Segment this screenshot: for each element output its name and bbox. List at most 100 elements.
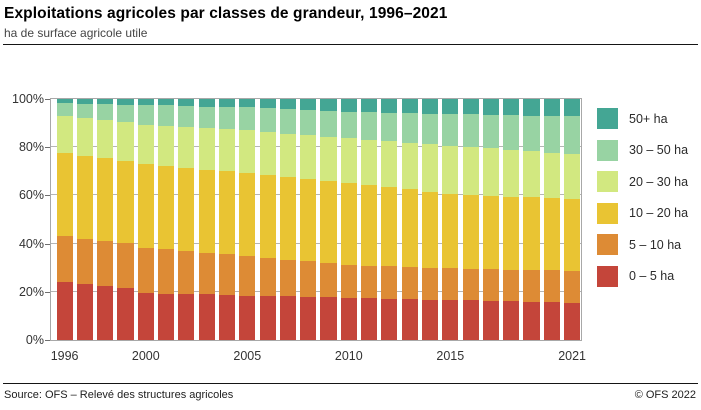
bar-segment: [543, 302, 560, 340]
x-tick-label-2015: 2015: [436, 349, 465, 363]
bar-segment: [198, 99, 215, 107]
bar-segment: [442, 300, 459, 340]
bar-segment: [361, 139, 378, 185]
y-tick-mark: [45, 147, 50, 149]
bar-segment: [97, 99, 114, 105]
bar-segment: [442, 268, 459, 300]
legend-label: 50+ ha: [629, 111, 668, 126]
bar-2009: [320, 99, 337, 340]
x-tick-label-2005: 2005: [233, 349, 262, 363]
bar-segment: [381, 298, 398, 340]
bar-segment: [259, 108, 276, 132]
bar-segment: [117, 288, 134, 340]
bar-segment: [239, 130, 256, 173]
bar-segment: [279, 99, 296, 109]
bar-segment: [259, 131, 276, 175]
legend-swatch: [597, 234, 618, 255]
legend-item: 10 – 20 ha: [597, 202, 688, 224]
bar-segment: [564, 99, 581, 117]
bar-segment: [543, 198, 560, 271]
legend-item: 50+ ha: [597, 108, 688, 129]
bar-segment: [462, 194, 479, 269]
legend-swatch: [597, 202, 618, 224]
bar-segment: [523, 197, 540, 270]
bar-segment: [401, 266, 418, 300]
bar-segment: [76, 238, 93, 285]
bar-segment: [523, 151, 540, 198]
legend-label: 0 – 5 ha: [629, 269, 675, 283]
bar-segment: [259, 257, 276, 297]
page-subtitle: ha de surface agricole utile: [4, 26, 148, 40]
bar-segment: [381, 112, 398, 142]
bar-2005: [239, 99, 256, 340]
bar-2021: [564, 99, 581, 340]
bar-segment: [198, 106, 215, 129]
bar-2012: [381, 99, 398, 340]
legend-swatch: [597, 108, 618, 129]
bar-segment: [56, 282, 73, 340]
bar-segment: [218, 129, 236, 172]
bar-segment: [218, 106, 236, 130]
bar-segment: [279, 133, 296, 177]
bar-2007: [279, 99, 296, 340]
y-tick-label: 60%: [18, 188, 44, 203]
legend-item: 20 – 30 ha: [597, 171, 688, 192]
bar-segment: [564, 116, 581, 154]
bar-segment: [401, 299, 418, 340]
bar-segment: [320, 99, 337, 111]
bar-segment: [97, 158, 114, 241]
bar-segment: [381, 266, 398, 299]
bar-segment: [198, 169, 215, 253]
bar-segment: [381, 141, 398, 187]
chart-legend: 50+ ha 30 – 50 ha 20 – 30 ha 10 – 20 ha 5 – …: [597, 108, 688, 297]
bar-segment: [117, 243, 134, 289]
bar-2002: [178, 99, 195, 340]
bar-segment: [543, 115, 560, 153]
bar-segment: [158, 99, 175, 106]
bar-segment: [137, 163, 154, 248]
bar-segment: [462, 99, 479, 115]
x-tick-label-1996: 1996: [50, 349, 79, 363]
bar-segment: [76, 103, 93, 119]
bar-segment: [76, 99, 93, 104]
bar-segment: [300, 261, 317, 297]
bar-segment: [259, 296, 276, 340]
bar-segment: [564, 302, 581, 340]
bar-segment: [320, 136, 337, 181]
bar-segment: [381, 187, 398, 267]
bar-segment: [320, 297, 337, 340]
legend-swatch: [597, 171, 618, 192]
source-note: Source: OFS – Relevé des structures agri…: [4, 389, 234, 401]
bar-segment: [543, 270, 560, 303]
bar-segment: [300, 296, 317, 340]
bar-2014: [421, 99, 439, 340]
bar-segment: [503, 301, 520, 340]
bar-segment: [239, 99, 256, 108]
y-tick-mark: [45, 99, 50, 100]
bar-segment: [218, 295, 236, 340]
bar-segment: [462, 268, 479, 301]
bar-segment: [279, 108, 296, 134]
bar-segment: [97, 120, 114, 159]
bar-segment: [158, 249, 175, 294]
bar-segment: [564, 199, 581, 271]
bar-segment: [279, 296, 296, 340]
bar-segment: [320, 110, 337, 137]
legend-swatch: [597, 139, 618, 161]
bar-segment: [442, 193, 459, 269]
bar-segment: [361, 112, 378, 140]
bar-segment: [137, 292, 154, 340]
bar-segment: [97, 240, 114, 287]
bar-segment: [462, 300, 479, 340]
bar-segment: [76, 118, 93, 156]
bar-2008: [300, 99, 317, 340]
bar-1998: [97, 99, 114, 340]
bar-segment: [462, 114, 479, 147]
bar-segment: [178, 105, 195, 127]
bar-segment: [158, 105, 175, 127]
bar-segment: [340, 111, 357, 139]
bar-segment: [523, 301, 540, 340]
bar-2010: [340, 99, 357, 340]
bar-segment: [421, 191, 439, 268]
bar-segment: [442, 99, 459, 115]
